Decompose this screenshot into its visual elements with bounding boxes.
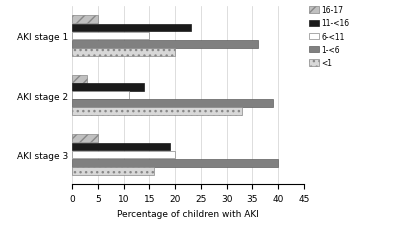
Bar	[72, 84, 144, 91]
Bar	[72, 167, 154, 175]
Bar	[72, 108, 242, 116]
Bar	[72, 25, 190, 32]
Bar	[72, 40, 258, 48]
Bar	[72, 151, 175, 159]
Bar	[72, 76, 88, 83]
Bar	[72, 16, 98, 24]
Bar	[72, 143, 170, 151]
Bar	[72, 135, 98, 143]
Bar	[72, 92, 129, 99]
X-axis label: Percentage of children with AKI: Percentage of children with AKI	[117, 209, 259, 218]
Bar	[72, 100, 273, 108]
Bar	[72, 49, 175, 56]
Bar	[72, 159, 278, 167]
Legend: 16-17, 11-<16, 6-<11, 1-<6, <1: 16-17, 11-<16, 6-<11, 1-<6, <1	[306, 3, 353, 71]
Bar	[72, 33, 149, 40]
